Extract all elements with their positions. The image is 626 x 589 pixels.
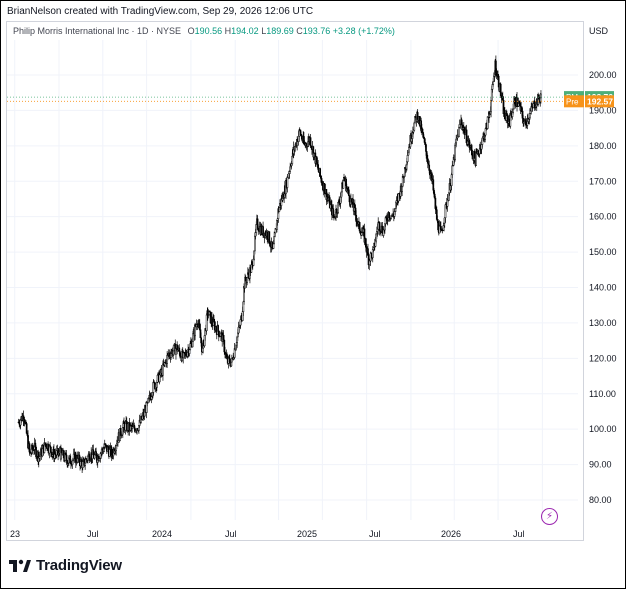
- candle: [84, 462, 87, 466]
- candle: [323, 182, 326, 194]
- candle: [333, 214, 335, 217]
- candle: [272, 243, 275, 249]
- currency-label[interactable]: USD: [589, 26, 609, 36]
- y-tick-label: 120.00: [589, 353, 617, 363]
- y-tick-label: 180.00: [589, 141, 617, 151]
- candle: [490, 100, 492, 113]
- y-tick-label: 190.00: [589, 105, 617, 115]
- candle: [319, 168, 322, 177]
- candle: [81, 461, 84, 468]
- candle: [268, 231, 271, 244]
- candle: [50, 446, 52, 453]
- candle: [217, 325, 219, 332]
- x-tick-label: Jul: [225, 529, 237, 539]
- x-tick-label: 2024: [152, 529, 172, 539]
- x-tick-label: Jul: [87, 529, 99, 539]
- y-tick-label: 130.00: [589, 318, 617, 328]
- low-value: 189.69: [266, 26, 294, 36]
- candle: [425, 144, 427, 152]
- candle: [492, 81, 495, 85]
- x-tick-label: Jul: [369, 529, 381, 539]
- candle: [273, 236, 276, 245]
- symbol-title: Philip Morris International Inc · 1D · N…: [13, 26, 182, 36]
- candle: [360, 232, 363, 236]
- close-label: C: [296, 26, 303, 36]
- candle: [192, 333, 194, 343]
- candle: [41, 448, 44, 457]
- y-tick-label: 100.00: [589, 424, 617, 434]
- price-badge-value: 192.57: [587, 96, 613, 106]
- y-tick-label: 150.00: [589, 247, 617, 257]
- x-tick-label: 2026: [441, 529, 461, 539]
- candle: [497, 75, 500, 88]
- x-tick-label: 23: [10, 529, 20, 539]
- lightning-icon[interactable]: ⚡: [541, 508, 558, 525]
- low-label: L: [261, 26, 267, 36]
- y-tick-label: 80.00: [589, 495, 612, 505]
- candle: [421, 128, 424, 133]
- candle: [173, 344, 175, 352]
- open-label: O: [187, 26, 195, 36]
- y-tick-label: 160.00: [589, 212, 617, 222]
- candle: [200, 337, 202, 344]
- candle: [514, 97, 516, 105]
- candle: [266, 231, 269, 239]
- price-badge-name: Pre: [566, 97, 579, 106]
- chart-area[interactable]: [6, 21, 584, 541]
- close-value: 193.76: [302, 26, 331, 36]
- y-tick-label: 90.00: [589, 460, 612, 470]
- candle: [28, 443, 31, 452]
- candle: [473, 151, 476, 159]
- ohlc-legend: Philip Morris International Inc · 1D · N…: [13, 26, 395, 36]
- y-tick-label: 110.00: [589, 389, 616, 399]
- tradingview-logo-icon: [9, 558, 31, 574]
- x-tick-label: Jul: [513, 529, 525, 539]
- y-tick-label: 200.00: [589, 70, 617, 80]
- candle: [274, 232, 276, 237]
- price-badge-label: [564, 95, 584, 108]
- open-value: 190.56: [194, 26, 223, 36]
- candle: [540, 93, 542, 99]
- price-badge: [585, 95, 614, 108]
- brand-name: TradingView: [36, 557, 122, 574]
- candle: [529, 113, 531, 119]
- candle: [309, 137, 312, 147]
- x-tick-label: 2025: [297, 529, 317, 539]
- change-value: +3.28 (+1.72%): [332, 26, 395, 36]
- candle: [408, 146, 410, 153]
- high-label: H: [224, 26, 232, 36]
- candle: [458, 126, 460, 137]
- candle: [451, 165, 454, 176]
- candle: [286, 176, 289, 188]
- candle: [406, 155, 409, 163]
- high-value: 194.02: [231, 26, 259, 36]
- y-tick-label: 170.00: [589, 176, 617, 186]
- y-tick-label: 140.00: [589, 283, 617, 293]
- tradingview-logo: TradingView: [9, 557, 122, 574]
- candle: [87, 455, 89, 461]
- candle: [355, 214, 358, 222]
- candle: [347, 189, 350, 196]
- candle: [525, 121, 527, 126]
- attribution-text: BrianNelson created with TradingView.com…: [7, 6, 314, 17]
